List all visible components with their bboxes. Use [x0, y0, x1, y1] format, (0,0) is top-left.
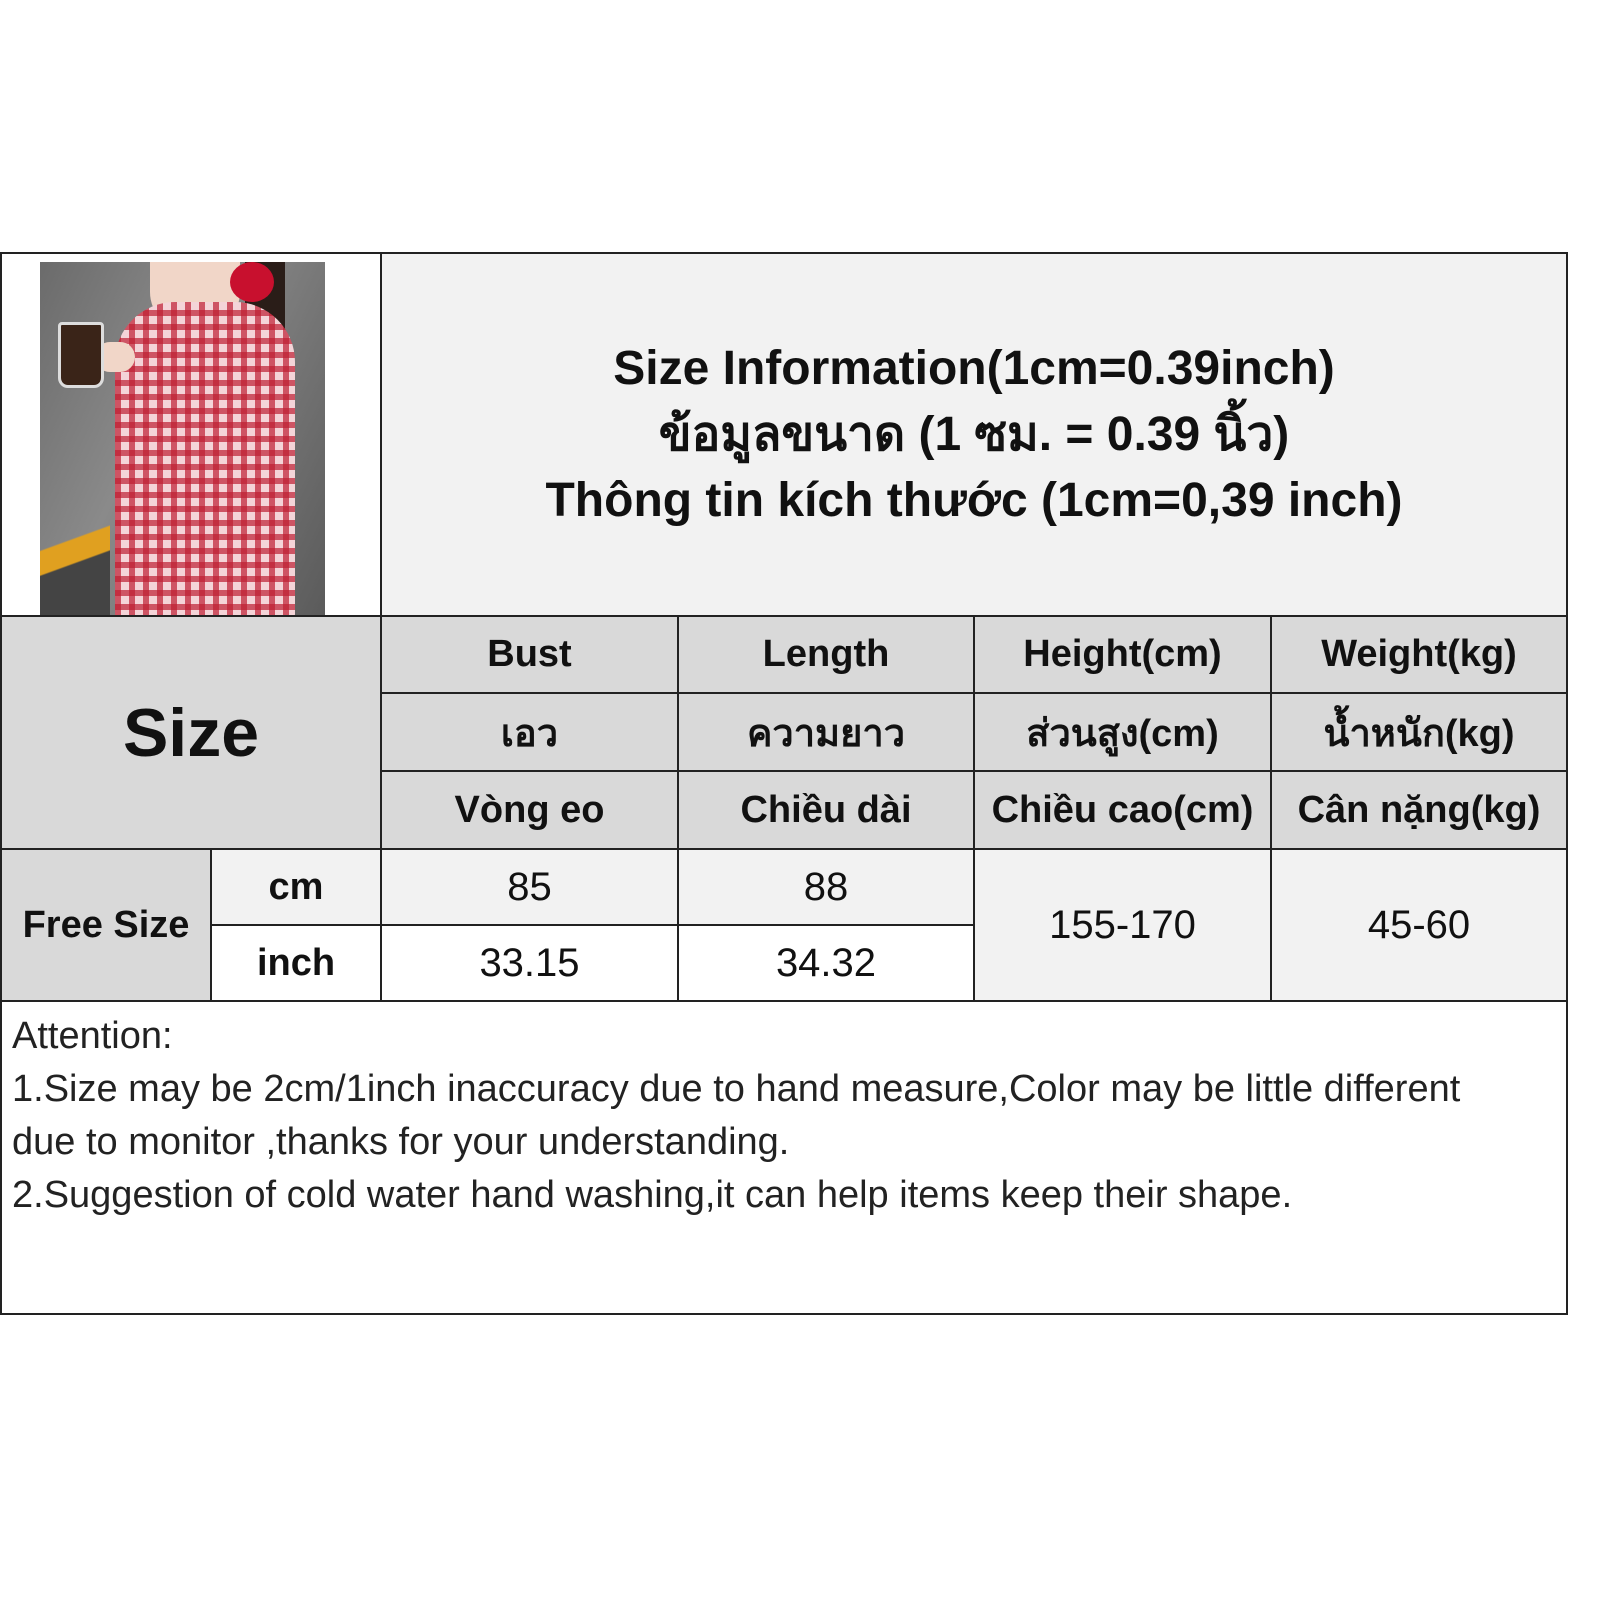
- col-weight-th: น้ำหนัก(kg): [1270, 692, 1568, 772]
- col-bust-th: เอว: [380, 692, 679, 772]
- attention-heading: Attention:: [12, 1015, 173, 1057]
- col-bust-vi: Vòng eo: [380, 770, 679, 850]
- size-label: Size: [0, 615, 382, 850]
- row-label-free-size: Free Size: [0, 848, 212, 1002]
- attention-notes: Attention: 1.Size may be 2cm/1inch inacc…: [0, 1000, 1568, 1315]
- size-information-title: Size Information(1cm=0.39inch) ข้อมูลขนา…: [380, 252, 1568, 617]
- note-line: due to monitor ,thanks for your understa…: [12, 1121, 790, 1163]
- note-line: 2.Suggestion of cold water hand washing,…: [12, 1174, 1293, 1216]
- col-height-en: Height(cm): [973, 615, 1272, 694]
- unit-cm: cm: [210, 848, 382, 926]
- length-cm: 88: [677, 848, 975, 926]
- bust-inch: 33.15: [380, 924, 679, 1002]
- length-inch: 34.32: [677, 924, 975, 1002]
- unit-inch: inch: [210, 924, 382, 1002]
- col-length-en: Length: [677, 615, 975, 694]
- title-line-en: Size Information(1cm=0.39inch): [613, 341, 1335, 395]
- col-height-vi: Chiều cao(cm): [973, 770, 1272, 850]
- col-length-vi: Chiều dài: [677, 770, 975, 850]
- title-line-th: ข้อมูลขนาด (1 ซม. = 0.39 นิ้ว): [658, 407, 1290, 461]
- product-photo: [40, 262, 325, 624]
- weight-range: 45-60: [1270, 848, 1568, 1002]
- height-range: 155-170: [973, 848, 1272, 1002]
- col-weight-vi: Cân nặng(kg): [1270, 770, 1568, 850]
- col-height-th: ส่วนสูง(cm): [973, 692, 1272, 772]
- col-weight-en: Weight(kg): [1270, 615, 1568, 694]
- title-line-vi: Thông tin kích thước (1cm=0,39 inch): [545, 473, 1403, 527]
- bust-cm: 85: [380, 848, 679, 926]
- note-line: 1.Size may be 2cm/1inch inaccuracy due t…: [12, 1068, 1461, 1110]
- col-bust-en: Bust: [380, 615, 679, 694]
- col-length-th: ความยาว: [677, 692, 975, 772]
